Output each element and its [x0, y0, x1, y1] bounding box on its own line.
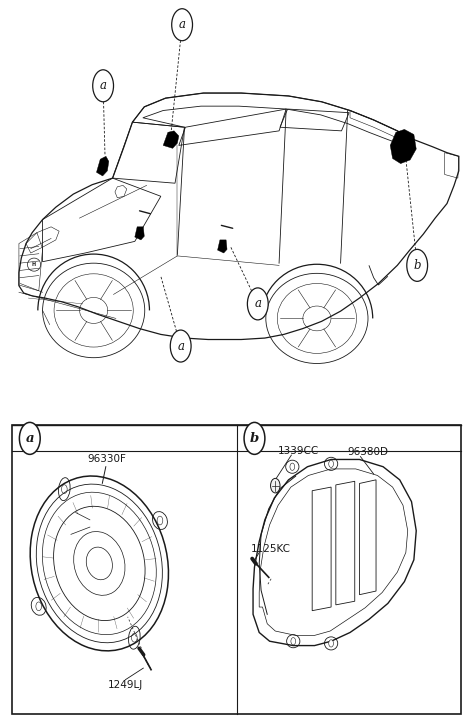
Circle shape — [93, 70, 114, 102]
Circle shape — [407, 249, 428, 281]
Text: H: H — [32, 262, 36, 267]
Polygon shape — [218, 240, 227, 253]
Text: 1125KC: 1125KC — [251, 544, 290, 554]
Text: a: a — [100, 79, 106, 92]
Text: b: b — [413, 259, 421, 272]
Text: 96380D: 96380D — [348, 447, 388, 457]
Polygon shape — [163, 131, 179, 148]
Circle shape — [170, 330, 191, 362]
Text: a: a — [254, 297, 261, 310]
Circle shape — [244, 422, 265, 454]
Polygon shape — [135, 227, 144, 240]
Text: 1249LJ: 1249LJ — [108, 680, 143, 690]
Text: a: a — [179, 18, 185, 31]
Circle shape — [290, 463, 295, 470]
Circle shape — [291, 638, 296, 645]
Circle shape — [271, 478, 280, 493]
Circle shape — [247, 288, 268, 320]
Text: a: a — [177, 340, 184, 353]
Circle shape — [19, 422, 40, 454]
Text: a: a — [26, 432, 34, 445]
Circle shape — [329, 460, 333, 467]
Polygon shape — [390, 129, 416, 164]
Circle shape — [172, 9, 193, 41]
Text: 96330F: 96330F — [87, 454, 126, 465]
Circle shape — [329, 640, 333, 647]
Text: b: b — [250, 432, 259, 445]
Polygon shape — [96, 156, 109, 176]
Text: 1339CC: 1339CC — [277, 446, 319, 456]
